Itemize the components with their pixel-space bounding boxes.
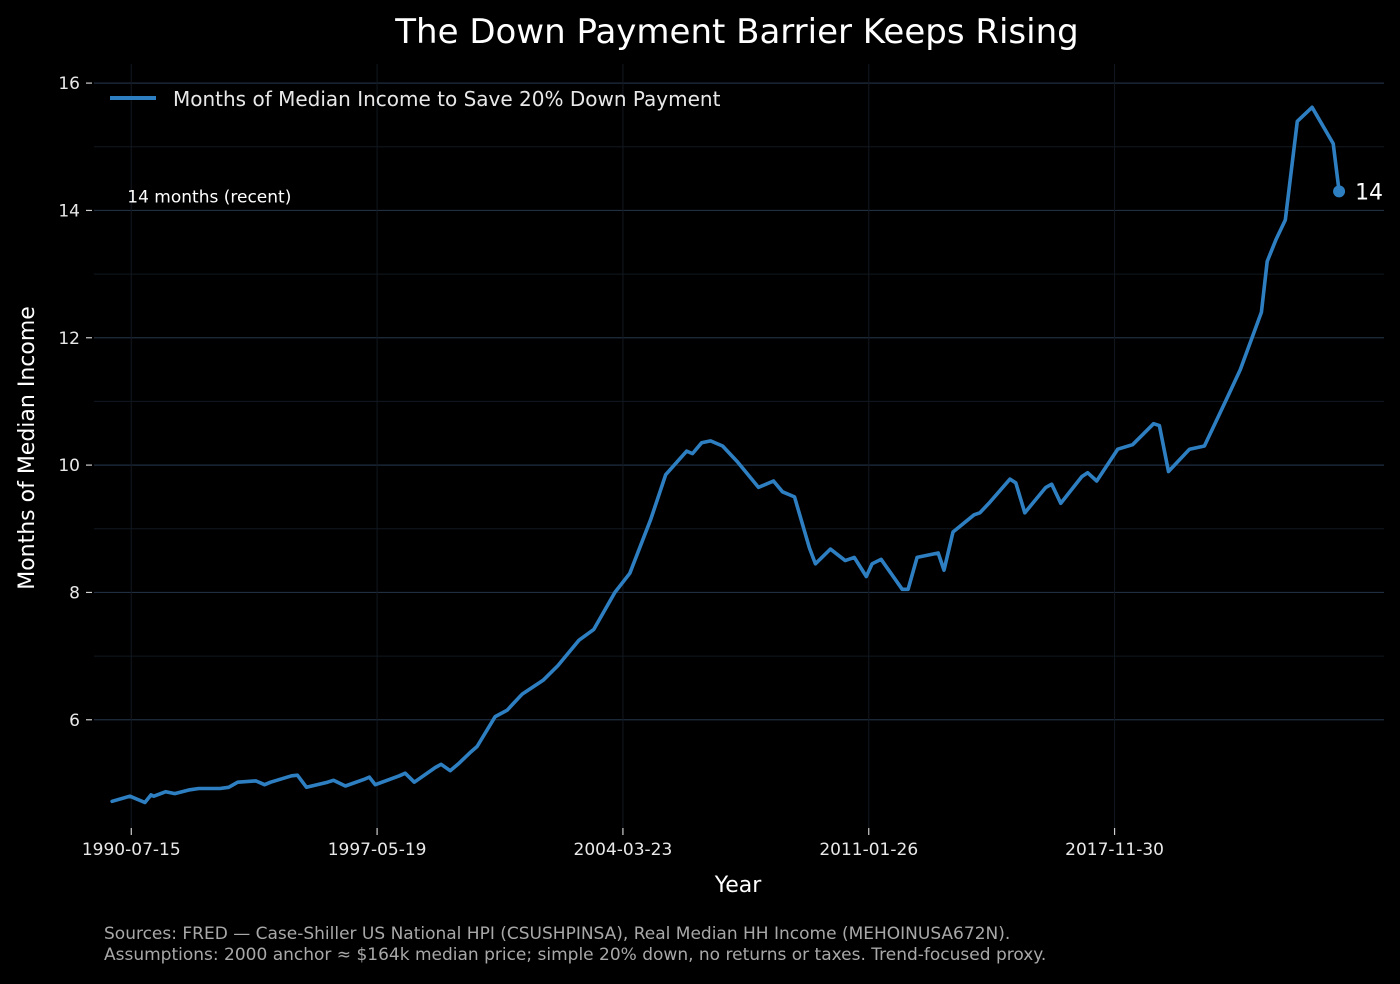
reference-line-label: 14 months (recent)	[127, 187, 291, 207]
series-group: 14	[110, 105, 1383, 805]
y-tick-label: 6	[69, 711, 80, 731]
footer-sources: Sources: FRED — Case-Shiller US National…	[104, 924, 1011, 944]
y-tick-label: 8	[69, 583, 80, 603]
reference-line: 14 months (recent)	[127, 187, 291, 207]
end-point-label: 14	[1355, 180, 1383, 205]
legend-label: Months of Median Income to Save 20% Down…	[173, 87, 721, 111]
x-tick-label: 2017-11-30	[1065, 840, 1164, 860]
series-line	[110, 105, 1341, 805]
y-axis: 6 8 10 12 14 16	[58, 74, 92, 731]
legend: Months of Median Income to Save 20% Down…	[110, 87, 721, 111]
footer-assumptions: Assumptions: 2000 anchor ≈ $164k median …	[104, 945, 1047, 965]
x-tick-label: 2011-01-26	[819, 840, 918, 860]
y-tick-label: 12	[58, 329, 80, 349]
y-tick-label: 10	[58, 456, 80, 476]
chart-title: The Down Payment Barrier Keeps Rising	[394, 12, 1078, 52]
x-tick-label: 1997-05-19	[328, 840, 427, 860]
x-tick-label: 1990-07-15	[82, 840, 181, 860]
grid	[94, 64, 1384, 828]
end-point-marker	[1333, 185, 1346, 198]
y-axis-label: Months of Median Income	[15, 306, 40, 590]
x-axis: 1990-07-15 1997-05-19 2004-03-23 2011-01-26…	[82, 828, 1164, 860]
footer-notes: Sources: FRED — Case-Shiller US National…	[104, 924, 1046, 966]
y-tick-label: 14	[58, 201, 80, 221]
x-axis-label: Year	[714, 873, 763, 898]
x-tick-label: 2004-03-23	[574, 840, 673, 860]
y-tick-label: 16	[58, 74, 80, 94]
